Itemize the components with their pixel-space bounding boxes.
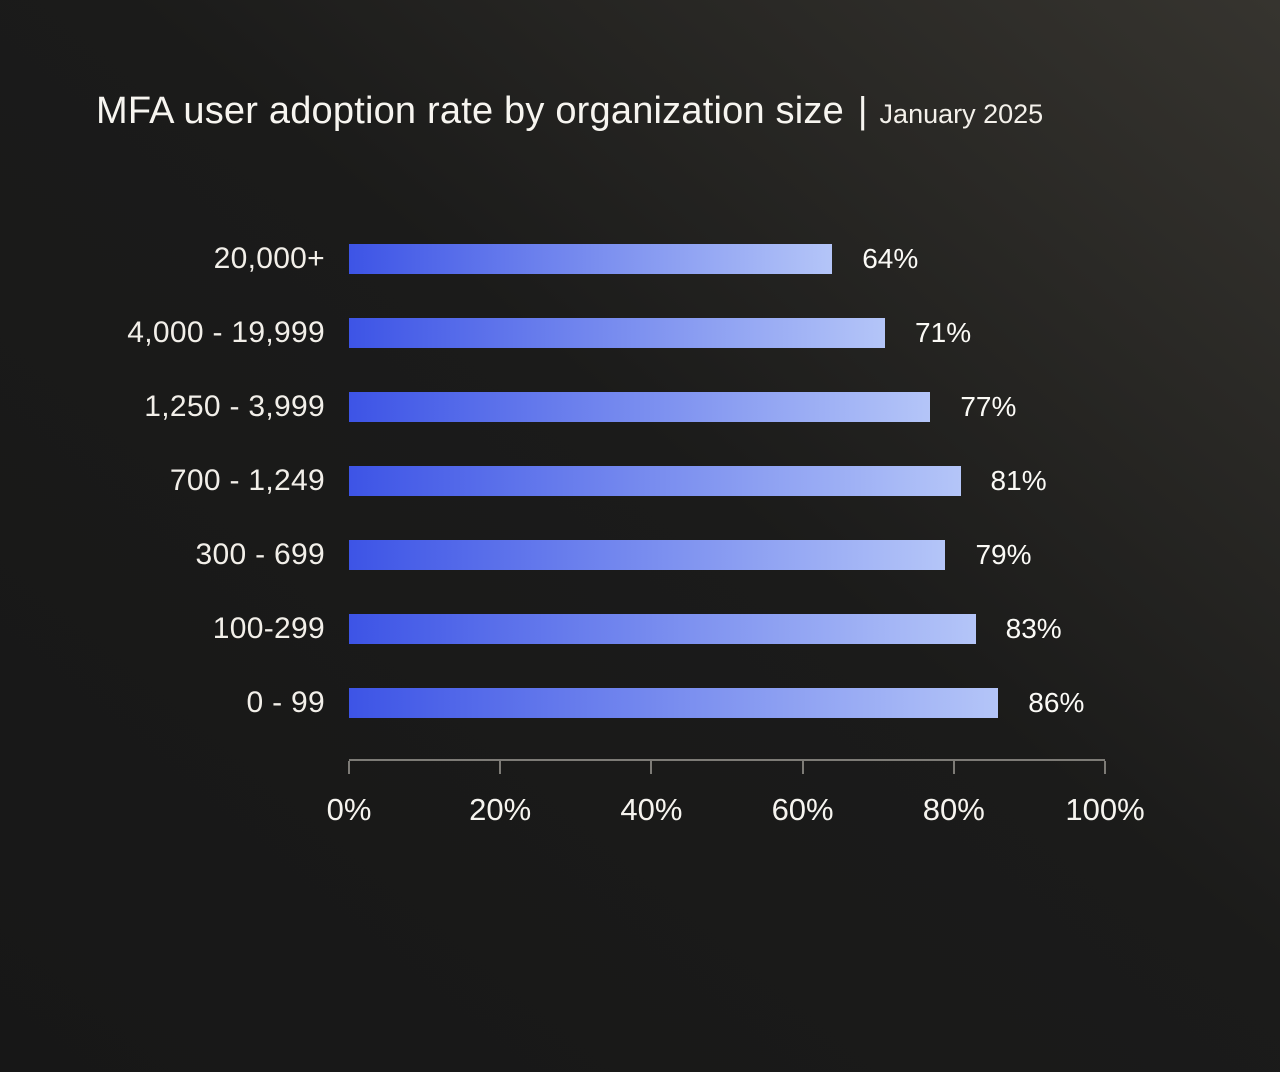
axis-tick	[650, 761, 653, 774]
axis-tick	[499, 761, 502, 774]
chart-row: 1,250 - 3,999 77%	[96, 370, 1104, 444]
axis-tick	[952, 761, 955, 774]
axis-tick-label: 0%	[326, 792, 372, 827]
bar	[349, 244, 833, 274]
axis-tick-label: 20%	[469, 792, 532, 827]
bar-track: 83%	[349, 613, 1104, 644]
category-label: 0 - 99	[246, 686, 325, 719]
bar-chart: 20,000+ 64% 4,000 - 19,999 71% 1,250 - 3…	[96, 222, 1104, 740]
bar-track: 86%	[349, 687, 1104, 718]
bar	[349, 688, 999, 718]
category-label: 700 - 1,249	[169, 464, 325, 497]
chart-header: MFA user adoption rate by organization s…	[96, 90, 1043, 133]
axis-tick-label: 60%	[771, 792, 834, 827]
bar-track: 79%	[349, 539, 1104, 570]
chart-row: 700 - 1,249 81%	[96, 444, 1104, 518]
category-label: 20,000+	[213, 242, 325, 275]
value-label: 86%	[1028, 687, 1085, 718]
value-label: 71%	[915, 317, 972, 348]
category-label: 1,250 - 3,999	[144, 390, 325, 423]
title-separator: |	[857, 90, 868, 131]
chart-row: 300 - 699 79%	[96, 518, 1104, 592]
category-label: 4,000 - 19,999	[127, 316, 325, 349]
chart-row: 4,000 - 19,999 71%	[96, 296, 1104, 370]
bar	[349, 466, 961, 496]
value-label: 83%	[1005, 613, 1062, 644]
bar	[349, 614, 976, 644]
bar-track: 71%	[349, 317, 1104, 348]
category-label: 100-299	[212, 612, 325, 645]
value-label: 64%	[862, 243, 919, 274]
axis-tick-label: 80%	[922, 792, 985, 827]
chart-row: 20,000+ 64%	[96, 222, 1104, 296]
axis-tick	[1104, 761, 1106, 774]
value-label: 79%	[975, 539, 1032, 570]
bar	[349, 318, 886, 348]
bar	[349, 392, 931, 422]
axis-tick	[348, 761, 350, 774]
bar-track: 77%	[349, 391, 1104, 422]
value-label: 77%	[960, 391, 1017, 422]
chart-row: 100-299 83%	[96, 592, 1104, 666]
chart-subtitle: January 2025	[879, 99, 1044, 129]
chart-row: 0 - 99 86%	[96, 666, 1104, 740]
category-label: 300 - 699	[195, 538, 325, 571]
axis-tick-label: 100%	[1065, 792, 1145, 827]
bar-track: 81%	[349, 465, 1104, 496]
axis-tick	[801, 761, 804, 774]
axis-tick-label: 40%	[620, 792, 683, 827]
chart-title: MFA user adoption rate by organization s…	[96, 90, 844, 132]
bar-track: 64%	[349, 243, 1104, 274]
value-label: 81%	[990, 465, 1047, 496]
x-axis-labels: 0% 20% 40% 60% 80% 100%	[327, 792, 1145, 834]
x-axis	[348, 759, 1106, 774]
bar	[349, 540, 946, 570]
